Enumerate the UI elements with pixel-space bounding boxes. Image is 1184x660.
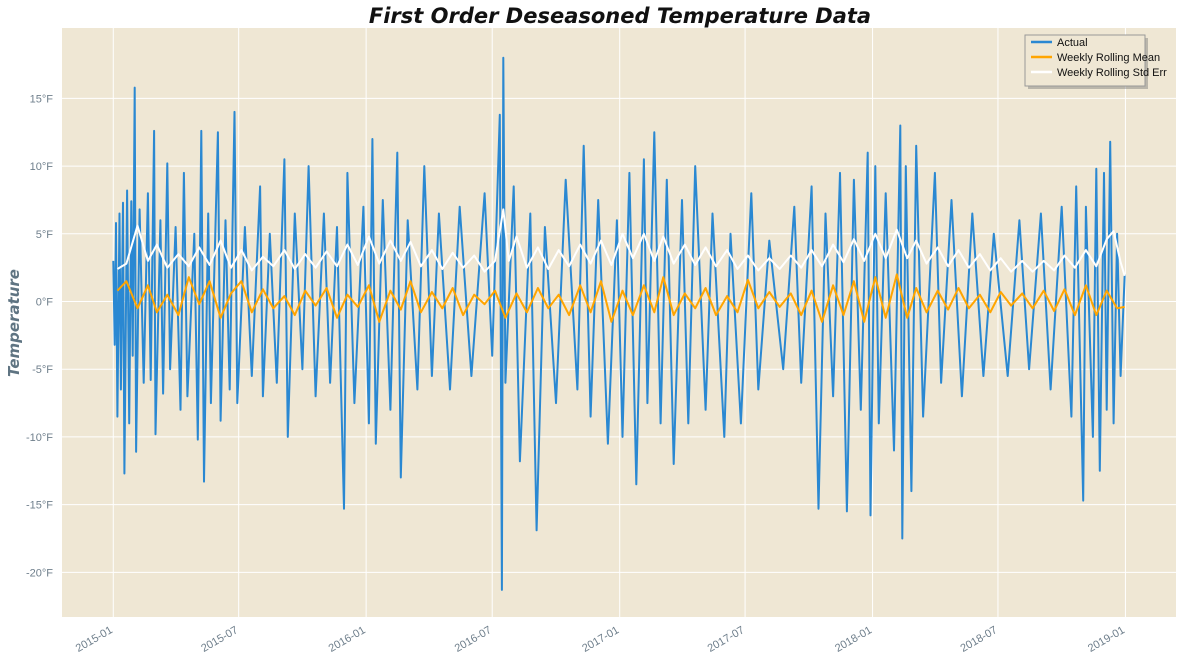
y-tick-label: 10°F bbox=[30, 161, 54, 173]
x-tick-label: 2016-01 bbox=[327, 624, 368, 655]
x-tick-label: 2018-07 bbox=[958, 624, 999, 655]
y-axis-label: Temperature bbox=[5, 269, 23, 377]
y-tick-label: -10°F bbox=[26, 432, 53, 444]
legend-label-rolling-mean: Weekly Rolling Mean bbox=[1057, 52, 1160, 64]
y-tick-label: -15°F bbox=[26, 500, 53, 512]
x-tick-label: 2017-01 bbox=[580, 624, 621, 655]
y-tick-label: -20°F bbox=[26, 567, 53, 579]
y-tick-label: 15°F bbox=[30, 93, 54, 105]
legend: Actual Weekly Rolling Mean Weekly Rollin… bbox=[1024, 34, 1167, 89]
legend-label-rolling-std-err: Weekly Rolling Std Err bbox=[1057, 67, 1167, 79]
x-tick-label: 2015-01 bbox=[74, 624, 115, 655]
x-tick-label: 2019-01 bbox=[1086, 624, 1127, 655]
legend-label-actual: Actual bbox=[1057, 37, 1088, 49]
y-axis-ticks: -20°F -15°F -10°F -5°F 0°F 5°F 10°F 15°F bbox=[26, 93, 53, 579]
series-line-actual bbox=[112, 56, 1126, 591]
y-tick-label: 0°F bbox=[36, 297, 54, 309]
x-axis-ticks: 2015-01 2015-07 2016-01 2016-07 2017-01 2017-… bbox=[74, 624, 1127, 655]
legend-box bbox=[1024, 34, 1146, 87]
series-line-rolling-std-err bbox=[116, 208, 1126, 277]
chart-title: First Order Deseasoned Temperature Data bbox=[369, 4, 871, 28]
x-tick-label: 2016-07 bbox=[453, 624, 494, 655]
x-tick-label: 2017-07 bbox=[706, 624, 747, 655]
x-tick-label: 2018-01 bbox=[833, 624, 874, 655]
x-tick-label: 2015-07 bbox=[199, 624, 240, 655]
y-tick-label: 5°F bbox=[36, 229, 54, 241]
data-series bbox=[112, 56, 1126, 591]
series-line-rolling-mean bbox=[116, 273, 1125, 323]
y-tick-label: -5°F bbox=[32, 364, 53, 376]
